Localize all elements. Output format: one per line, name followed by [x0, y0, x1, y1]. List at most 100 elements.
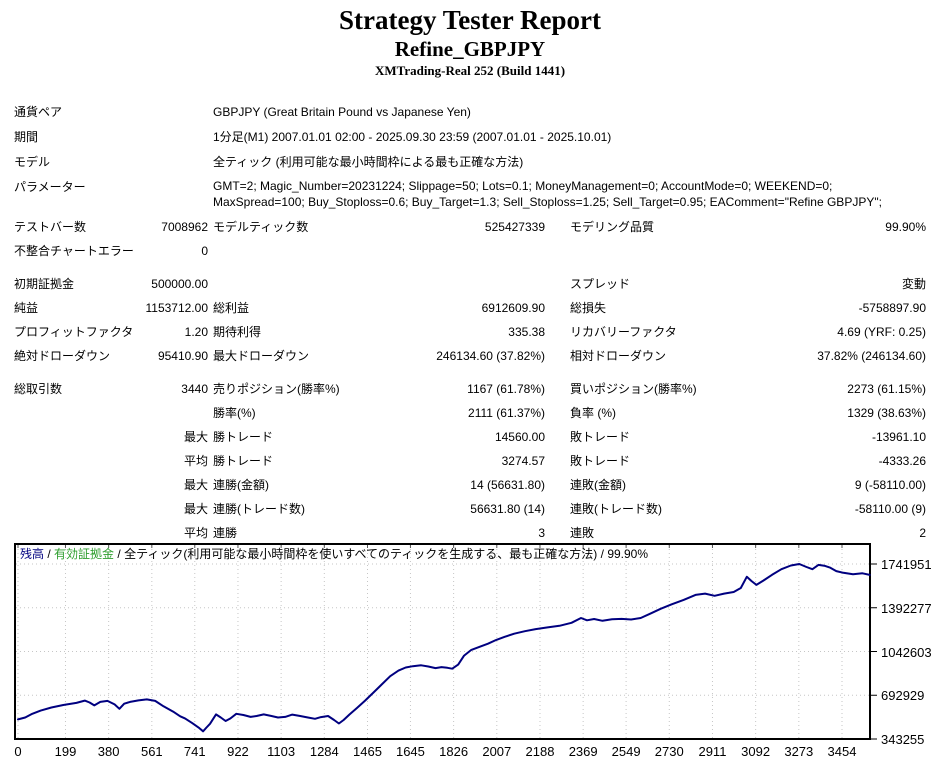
- x-axis-label: 2007: [482, 744, 512, 759]
- row-value: 95410.90: [157, 349, 208, 363]
- legend-separator: /: [114, 547, 125, 561]
- row-value: 全ティック (利用可能な最小時間枠による最も正確な方法): [213, 155, 524, 169]
- legend-model-label: 全ティック(利用可能な最小時間枠を使いすべてのティックを生成する、最も正確な方法…: [124, 547, 598, 561]
- legend-separator: /: [597, 547, 608, 561]
- x-axis-label: 0: [14, 744, 22, 759]
- row-label: 総損失: [570, 301, 607, 315]
- row-label: 連勝: [213, 526, 238, 540]
- row-value: GBPJPY (Great Britain Pound vs Japanese …: [213, 105, 471, 119]
- legend-quality-value: 99.90%: [607, 547, 649, 561]
- row-value: 1分足(M1) 2007.01.01 02:00 - 2025.09.30 23…: [213, 130, 612, 144]
- x-axis-label: 199: [54, 744, 77, 759]
- row-label: モデルティック数: [213, 220, 309, 234]
- row-label: 初期証拠金: [14, 277, 75, 291]
- row-value: 3274.57: [501, 454, 545, 468]
- col-gap: [545, 521, 570, 545]
- row-label: パラメーター: [14, 180, 86, 194]
- row-value: 14560.00: [494, 430, 545, 444]
- row-value: 4.69 (YRF: 0.25): [837, 325, 926, 339]
- row-value: 9 (-58110.00): [854, 478, 926, 492]
- row-label: 純益: [14, 301, 39, 315]
- table-row: 不整合チャートエラー 0: [14, 239, 926, 263]
- row-label: 敗トレード: [570, 454, 631, 468]
- report-header: Strategy Tester Report Refine_GBPJPY XMT…: [0, 0, 940, 80]
- stats-table: 通貨ペア GBPJPY (Great Britain Pound vs Japan…: [14, 100, 926, 545]
- row-label: [14, 425, 134, 449]
- x-axis-label: 1103: [267, 744, 296, 759]
- row-value: 最大: [183, 430, 208, 444]
- table-row: プロフィットファクタ 1.20 期待利得 335.38 リカバリーファクタ 4.69 (Y…: [14, 320, 926, 344]
- row-label: 敗トレード: [570, 430, 631, 444]
- col-gap: [545, 344, 570, 368]
- x-axis-label: 2911: [698, 744, 727, 759]
- row-label: 連敗: [570, 526, 595, 540]
- row-value: 平均: [183, 454, 208, 468]
- row-label: [570, 239, 735, 263]
- x-axis-label: 1645: [395, 744, 425, 759]
- legend-equity-label: 有効証拠金: [54, 547, 115, 561]
- row-value: 500000.00: [151, 277, 208, 291]
- row-label: [14, 473, 134, 497]
- row-label: 連勝(金額): [213, 478, 269, 492]
- table-row: 勝率(%) 2111 (61.37%) 負率 (%) 1329 (38.63%): [14, 401, 926, 425]
- row-value: 6912609.90: [481, 301, 545, 315]
- table-row: 総取引数 3440 売りポジション(勝率%) 1167 (61.78%) 買いポジション…: [14, 377, 926, 401]
- x-axis-label: 922: [227, 744, 249, 759]
- row-label: モデリング品質: [570, 220, 655, 234]
- row-label: 売りポジション(勝率%): [213, 382, 340, 396]
- x-axis-label: 1465: [353, 744, 382, 759]
- row-value: -13961.10: [871, 430, 926, 444]
- row-label: プロフィットファクタ: [14, 325, 134, 339]
- legend-separator: /: [44, 547, 55, 561]
- col-gap: [545, 473, 570, 497]
- row-label: 連敗(トレード数): [570, 502, 662, 516]
- row-label: 勝率(%): [213, 406, 256, 420]
- x-axis-label: 1826: [439, 744, 469, 759]
- row-label: [213, 239, 368, 263]
- x-axis-label: 2369: [568, 744, 598, 759]
- table-row: パラメーター GMT=2; Magic_Number=20231224; Slip…: [14, 175, 926, 215]
- table-row: 最大 連勝(金額) 14 (56631.80) 連敗(金額) 9 (-58110.00): [14, 473, 926, 497]
- col-gap: [545, 239, 570, 263]
- row-value: 1329 (38.63%): [847, 406, 926, 420]
- row-value: -58110.00 (9): [854, 502, 926, 516]
- row-value: 2: [919, 526, 926, 540]
- row-label: テストバー数: [14, 220, 87, 234]
- col-gap: [545, 272, 570, 296]
- x-axis-label: 3092: [741, 744, 771, 759]
- row-label: 総取引数: [14, 382, 63, 396]
- row-label: 連勝(トレード数): [213, 502, 305, 516]
- row-label: スプレッド: [570, 277, 631, 291]
- y-axis-label: 343255: [881, 732, 925, 747]
- row-label: [14, 497, 134, 521]
- x-axis-label: 2730: [654, 744, 684, 759]
- col-gap: [545, 401, 570, 425]
- x-axis-label: 3454: [827, 744, 857, 759]
- row-value: 246134.60 (37.82%): [436, 349, 545, 363]
- x-axis-label: 741: [183, 744, 206, 759]
- chart-legend: 残高 / 有効証拠金 / 全ティック(利用可能な最小時間枠を使いすべてのティック…: [20, 546, 648, 562]
- x-axis-label: 2549: [611, 744, 641, 759]
- row-value: GMT=2; Magic_Number=20231224; Slippage=5…: [213, 179, 882, 209]
- equity-chart: 残高 / 有効証拠金 / 全ティック(利用可能な最小時間枠を使いすべてのティック…: [0, 543, 940, 762]
- table-row: 最大 連勝(トレード数) 56631.80 (14) 連敗(トレード数) -58110.…: [14, 497, 926, 521]
- y-axis-label: 1741951: [881, 557, 932, 572]
- row-label: 通貨ペア: [14, 105, 63, 119]
- row-label: モデル: [14, 155, 51, 169]
- row-label: 期間: [14, 130, 39, 144]
- table-row: モデル 全ティック (利用可能な最小時間枠による最も正確な方法): [14, 150, 926, 175]
- row-value: 平均: [183, 526, 208, 540]
- row-value: 変動: [901, 277, 926, 291]
- row-value: 37.82% (246134.60): [817, 349, 926, 363]
- row-value: 525427339: [484, 220, 545, 234]
- col-gap: [545, 215, 570, 239]
- row-label: 総利益: [213, 301, 250, 315]
- table-row: 純益 1153712.00 総利益 6912609.90 総損失 -5758897.90: [14, 296, 926, 320]
- row-value: 最大: [183, 502, 208, 516]
- col-gap: [545, 497, 570, 521]
- y-axis-label: 1392277: [881, 600, 932, 616]
- row-label: [14, 521, 134, 545]
- table-gap: [14, 368, 926, 377]
- row-label: 最大ドローダウン: [213, 349, 310, 363]
- strategy-name: Refine_GBPJPY: [394, 37, 546, 61]
